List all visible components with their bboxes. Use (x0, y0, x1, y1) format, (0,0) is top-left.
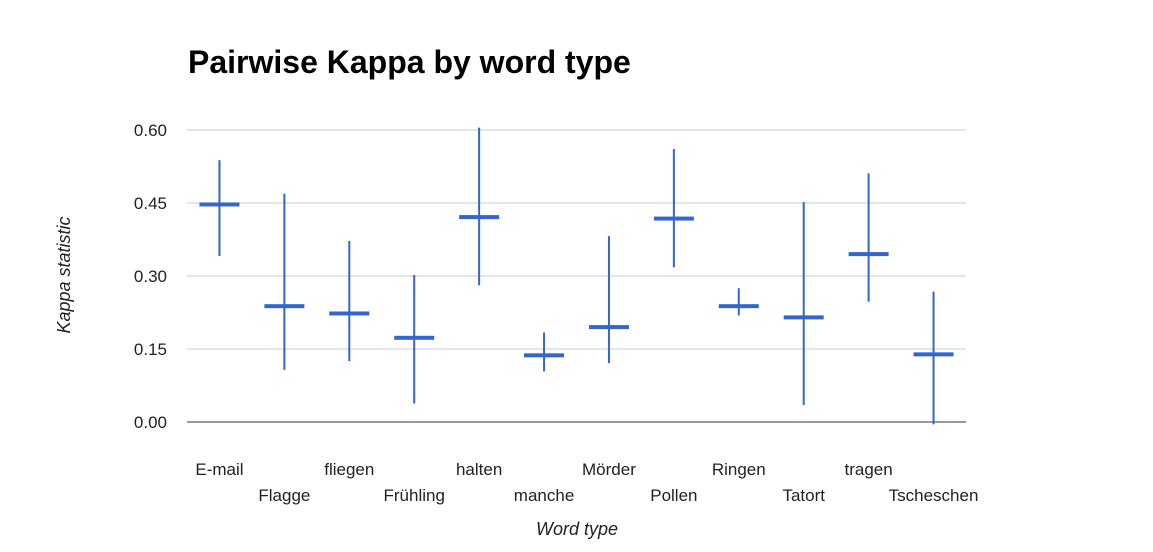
value-marker (718, 304, 759, 309)
x-tick-label: Mörder (582, 460, 636, 479)
x-tick-label: fliegen (324, 460, 374, 479)
x-tick-label: tragen (845, 460, 893, 479)
x-tick-label: Tatort (782, 486, 825, 505)
x-tick-label: Frühling (383, 486, 444, 505)
y-axis-title: Kappa statistic (54, 216, 74, 333)
value-marker (459, 215, 500, 220)
value-marker (264, 304, 305, 309)
value-marker (783, 315, 824, 320)
x-tick-label: Ringen (712, 460, 766, 479)
x-tick-label: halten (456, 460, 502, 479)
value-marker (329, 311, 370, 316)
value-marker (653, 216, 694, 221)
x-tick-label: E-mail (195, 460, 243, 479)
value-marker (394, 335, 435, 340)
x-axis-title: Word type (536, 519, 618, 539)
value-marker (588, 325, 629, 330)
chart-title: Pairwise Kappa by word type (188, 44, 631, 80)
value-marker (848, 252, 889, 257)
x-tick-label: Flagge (258, 486, 310, 505)
y-tick-label: 0.15 (134, 340, 167, 359)
value-marker (913, 352, 954, 357)
value-marker (524, 353, 565, 358)
x-tick-label: manche (514, 486, 574, 505)
x-tick-label: Pollen (650, 486, 697, 505)
y-tick-label: 0.60 (134, 121, 167, 140)
y-tick-label: 0.45 (134, 194, 167, 213)
y-tick-label: 0.00 (134, 413, 167, 432)
value-marker (199, 202, 240, 207)
x-tick-label: Tscheschen (889, 486, 979, 505)
y-tick-label: 0.30 (134, 267, 167, 286)
